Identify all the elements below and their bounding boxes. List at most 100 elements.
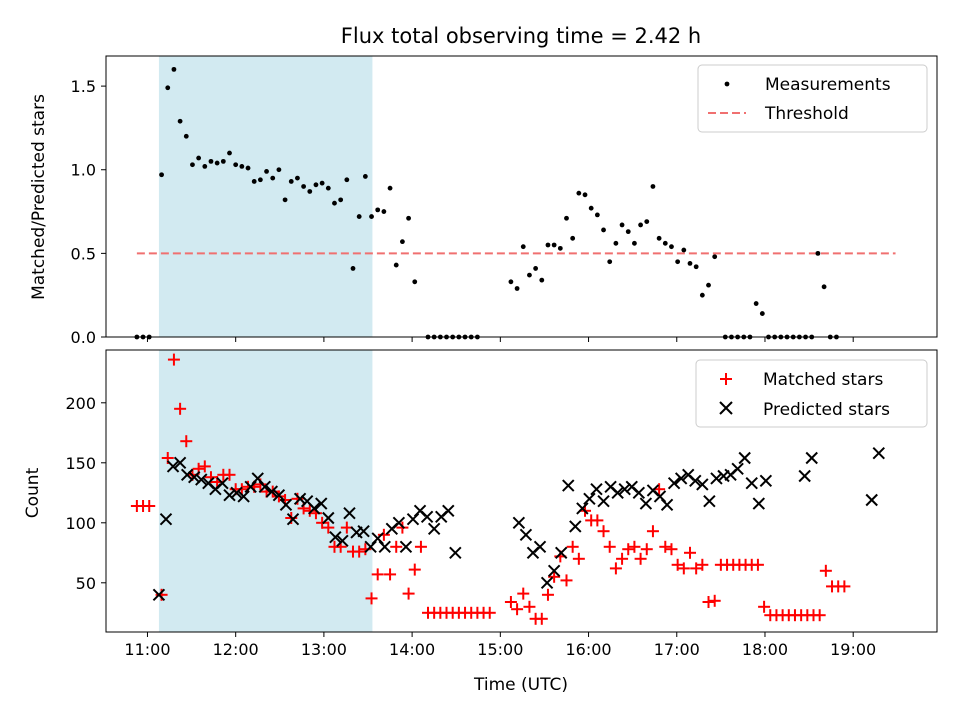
matched-star-point bbox=[591, 514, 604, 527]
matched-star-point bbox=[677, 562, 690, 575]
measurement-point bbox=[276, 167, 282, 173]
x-tick-label: 15:00 bbox=[477, 640, 523, 659]
predicted-star-point bbox=[399, 540, 413, 554]
measurement-point bbox=[344, 177, 350, 183]
x-tick-label: 14:00 bbox=[389, 640, 435, 659]
measurement-point bbox=[662, 240, 668, 246]
matched-star-point bbox=[603, 540, 616, 553]
matched-star-point bbox=[223, 468, 236, 481]
bottom-panel-marks bbox=[130, 353, 885, 625]
measurement-point bbox=[753, 301, 759, 306]
chart-title: Flux total observing time = 2.42 h bbox=[341, 24, 701, 48]
matched-star-point bbox=[702, 596, 715, 608]
predicted-star-point bbox=[569, 520, 582, 533]
measurement-point bbox=[681, 247, 687, 253]
matched-star-point bbox=[377, 528, 390, 541]
predicted-star-point bbox=[660, 498, 674, 512]
measurement-point bbox=[325, 185, 331, 191]
predicted-star-point bbox=[159, 512, 173, 526]
matched-star-point bbox=[180, 435, 193, 448]
measurement-point bbox=[545, 242, 551, 248]
measurement-point bbox=[264, 169, 269, 174]
predicted-star-point bbox=[738, 451, 751, 465]
measurement-point bbox=[393, 262, 399, 268]
predicted-star-point bbox=[519, 528, 533, 542]
matched-star-point bbox=[167, 353, 180, 366]
matched-star-point bbox=[235, 483, 248, 496]
y-tick-label: 0.5 bbox=[71, 244, 96, 263]
predicted-star-point bbox=[618, 482, 631, 496]
measurement-point bbox=[669, 244, 674, 250]
measurement-point bbox=[369, 214, 374, 219]
measurement-point bbox=[613, 240, 619, 246]
measurement-point bbox=[520, 244, 526, 250]
matched-star-point bbox=[303, 504, 316, 517]
matched-star-point bbox=[696, 558, 709, 571]
predicted-star-point bbox=[230, 486, 243, 500]
matched-star-point bbox=[504, 596, 517, 608]
measurement-point bbox=[625, 229, 631, 235]
matched-star-point bbox=[838, 580, 851, 593]
matched-star-point bbox=[174, 402, 187, 415]
predicted-star-point bbox=[343, 506, 356, 520]
predicted-star-point bbox=[237, 490, 250, 503]
predicted-star-point bbox=[674, 472, 688, 485]
measurement-point bbox=[319, 180, 325, 186]
bottom-panel-ticks: 11:00 12:00 13:00 14:00 15:00 16:00 17:00 18:00… bbox=[65, 394, 876, 659]
predicted-star-point bbox=[322, 511, 335, 525]
predicted-star-point bbox=[865, 493, 878, 507]
predicted-star-point bbox=[258, 480, 271, 494]
measurement-point bbox=[208, 158, 214, 164]
measurement-point bbox=[214, 160, 220, 166]
matched-star-point bbox=[402, 587, 415, 600]
measurement-point bbox=[514, 286, 520, 291]
measurement-point bbox=[564, 215, 569, 221]
measurement-point bbox=[594, 212, 600, 218]
matched-star-point bbox=[408, 563, 421, 576]
y-tick-label: 200 bbox=[65, 394, 96, 413]
measurement-point bbox=[313, 182, 319, 188]
top-panel-frame bbox=[105, 55, 938, 338]
matched-star-point bbox=[628, 540, 641, 553]
measurement-point bbox=[400, 239, 405, 245]
predicted-star-point bbox=[689, 474, 702, 488]
predicted-star-point bbox=[759, 474, 773, 488]
top-panel-marks bbox=[134, 66, 896, 340]
measurement-point bbox=[699, 292, 705, 298]
measurement-point bbox=[190, 162, 195, 168]
measurement-point bbox=[557, 245, 563, 251]
bottom-panel-ylabel: Count bbox=[23, 467, 43, 518]
top-legend-box bbox=[697, 64, 928, 133]
predicted-star-point bbox=[745, 476, 758, 490]
top-panel-ticks: 0.0 0.5 1.0 1.5 bbox=[71, 77, 854, 347]
predicted-star-point bbox=[173, 456, 187, 470]
measurement-point bbox=[619, 222, 625, 228]
y-tick-label: 150 bbox=[65, 454, 96, 473]
predicted-star-point bbox=[166, 460, 180, 473]
matched-star-point bbox=[597, 525, 610, 538]
matched-star-point bbox=[609, 562, 622, 575]
measurement-point bbox=[245, 165, 251, 171]
predicted-star-point bbox=[547, 564, 561, 578]
measurement-point bbox=[650, 184, 656, 189]
predicted-star-point bbox=[420, 510, 434, 524]
matched-star-point bbox=[384, 568, 397, 581]
measurement-point bbox=[270, 175, 276, 181]
bottom-panel: 11:00 12:00 13:00 14:00 15:00 16:00 17:00 18:00… bbox=[23, 349, 938, 695]
measurement-point bbox=[693, 264, 699, 270]
matched-star-point bbox=[683, 546, 696, 559]
predicted-star-point bbox=[357, 524, 370, 538]
measurement-point bbox=[307, 189, 313, 194]
matched-star-point bbox=[751, 558, 764, 571]
matched-star-point bbox=[322, 521, 335, 534]
measurement-point bbox=[582, 192, 588, 198]
y-tick-label: 0.0 bbox=[71, 328, 96, 347]
measurement-point bbox=[227, 150, 232, 156]
measurement-point bbox=[527, 272, 532, 278]
predicted-star-point bbox=[632, 486, 646, 500]
predicted-star-point bbox=[540, 576, 554, 590]
predicted-star-point bbox=[195, 473, 208, 486]
matched-star-point bbox=[560, 574, 573, 587]
predicted-star-point bbox=[597, 494, 610, 508]
